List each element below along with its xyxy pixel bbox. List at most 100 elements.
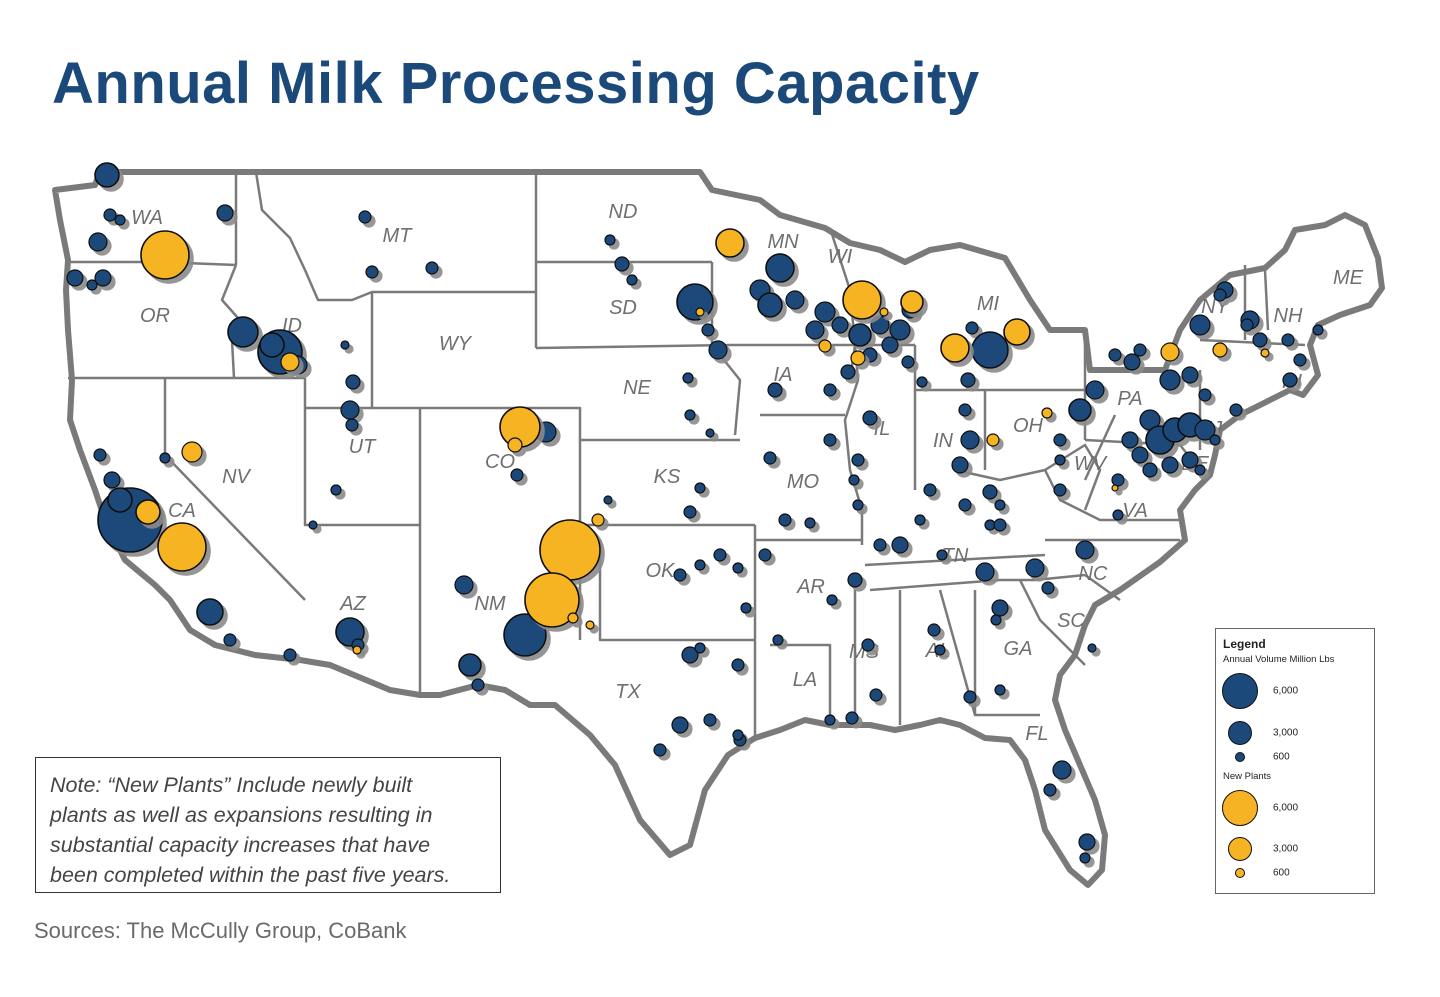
state-label: LA bbox=[793, 669, 817, 691]
existing-plant-marker bbox=[923, 483, 937, 497]
existing-plant-marker bbox=[1121, 431, 1139, 449]
state-label: PA bbox=[1117, 388, 1142, 410]
existing-plant-marker bbox=[682, 372, 694, 384]
existing-plant-marker bbox=[227, 316, 259, 348]
legend-new-heading: New Plants bbox=[1223, 771, 1272, 782]
existing-plant-marker bbox=[340, 400, 360, 420]
existing-plant-marker bbox=[971, 331, 1009, 369]
existing-plant-marker bbox=[223, 633, 237, 647]
existing-plant-marker bbox=[891, 536, 909, 554]
existing-plant-marker bbox=[1194, 419, 1216, 441]
state-label: OR bbox=[140, 305, 170, 327]
existing-plant-marker bbox=[694, 482, 706, 494]
new-plant-marker bbox=[1111, 484, 1119, 492]
existing-plant-marker bbox=[458, 653, 482, 677]
existing-plant-marker bbox=[259, 332, 285, 358]
new-plant-marker bbox=[1041, 407, 1053, 419]
new-plant-marker bbox=[280, 352, 300, 372]
state-label: TX bbox=[615, 681, 641, 703]
existing-plant-marker bbox=[740, 602, 752, 614]
existing-plant-marker bbox=[1209, 434, 1221, 446]
existing-plant-marker bbox=[758, 548, 772, 562]
state-label: OH bbox=[1013, 415, 1044, 437]
existing-plant-marker bbox=[1161, 456, 1179, 474]
existing-plant-marker bbox=[1282, 372, 1298, 388]
existing-plant-marker bbox=[1159, 369, 1181, 391]
existing-plant-marker bbox=[1068, 398, 1092, 422]
existing-plant-marker bbox=[785, 290, 805, 310]
existing-plant-marker bbox=[982, 484, 998, 500]
existing-plant-marker bbox=[732, 729, 744, 741]
new-plant-marker bbox=[539, 519, 601, 581]
legend-new-medium-marker bbox=[1228, 837, 1252, 861]
existing-plant-marker bbox=[1053, 433, 1067, 447]
state-label: NE bbox=[623, 377, 651, 399]
new-plant-marker bbox=[157, 522, 207, 572]
state-label: ME bbox=[1333, 267, 1364, 289]
note-line: plants as well as expansions resulting i… bbox=[50, 803, 433, 827]
new-plant-marker bbox=[1003, 318, 1031, 346]
existing-plant-marker bbox=[1079, 852, 1091, 864]
existing-plant-marker bbox=[805, 320, 825, 340]
existing-plant-marker bbox=[958, 403, 972, 417]
existing-plant-marker bbox=[1085, 380, 1105, 400]
existing-plant-marker bbox=[681, 646, 699, 664]
new-plant-marker bbox=[818, 339, 832, 353]
new-plant-marker bbox=[1160, 342, 1180, 362]
legend-value: 600 bbox=[1273, 751, 1290, 763]
existing-plant-marker bbox=[823, 433, 837, 447]
state-label: AZ bbox=[339, 593, 366, 615]
existing-plant-marker bbox=[708, 340, 728, 360]
legend-value: 6,000 bbox=[1273, 685, 1299, 697]
existing-plant-marker bbox=[1181, 366, 1199, 384]
existing-plant-marker bbox=[216, 204, 234, 222]
existing-plant-marker bbox=[852, 499, 864, 511]
state-label: NV bbox=[222, 466, 251, 488]
legend-existing-large-marker bbox=[1222, 673, 1258, 709]
note-line: been completed within the past five year… bbox=[50, 863, 451, 887]
existing-plant-marker bbox=[963, 690, 977, 704]
state-label: WI bbox=[828, 246, 853, 268]
state-label: IL bbox=[874, 418, 891, 440]
existing-plant-marker bbox=[1025, 558, 1045, 578]
existing-plant-marker bbox=[603, 495, 613, 505]
existing-plant-marker bbox=[114, 214, 126, 226]
new-plant-marker bbox=[591, 513, 605, 527]
new-plant-marker bbox=[695, 307, 705, 317]
existing-plant-marker bbox=[503, 613, 547, 657]
existing-plant-marker bbox=[673, 568, 687, 582]
existing-plant-marker bbox=[845, 711, 859, 725]
state-label: NY bbox=[1201, 296, 1230, 318]
existing-plant-marker bbox=[365, 265, 379, 279]
legend-existing-medium-marker bbox=[1228, 721, 1252, 745]
existing-plant-marker bbox=[425, 261, 439, 275]
state-label: CO bbox=[485, 451, 515, 473]
existing-plant-marker bbox=[1312, 324, 1324, 336]
existing-plant-marker bbox=[831, 316, 849, 334]
existing-plant-marker bbox=[345, 374, 361, 390]
existing-plant-marker bbox=[763, 451, 777, 465]
state-label: NM bbox=[474, 593, 505, 615]
legend-new-small-marker bbox=[1235, 868, 1245, 878]
legend-title: Legend bbox=[1223, 637, 1266, 651]
new-plant-marker bbox=[900, 290, 924, 314]
state-label: KS bbox=[654, 466, 681, 488]
existing-plant-marker bbox=[1133, 343, 1147, 357]
existing-plant-marker bbox=[103, 471, 121, 489]
existing-plant-marker bbox=[1252, 332, 1268, 348]
existing-plant-marker bbox=[772, 634, 784, 646]
note-box: Note: “New Plants” Include newly built p… bbox=[35, 757, 501, 893]
existing-plant-marker bbox=[701, 323, 715, 337]
new-plant-marker bbox=[842, 280, 882, 320]
existing-plant-marker bbox=[862, 410, 878, 426]
existing-plant-marker bbox=[94, 162, 120, 188]
state-label: IA bbox=[774, 364, 793, 386]
existing-plant-marker bbox=[994, 499, 1006, 511]
sources-text: Sources: The McCully Group, CoBank bbox=[34, 918, 407, 943]
state-label: MI bbox=[977, 293, 1000, 315]
state-label: UT bbox=[349, 436, 377, 458]
existing-plant-markers bbox=[66, 162, 1324, 864]
existing-plant-marker bbox=[705, 428, 715, 438]
existing-plant-marker bbox=[684, 409, 696, 421]
